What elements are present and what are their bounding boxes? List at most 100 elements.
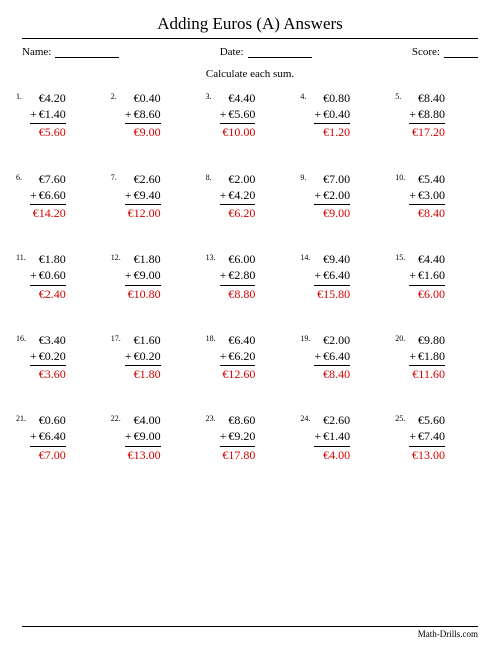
problem-body: €3.40+€0.20€3.60: [30, 332, 66, 383]
problem-body: €4.20+€1.40€5.60: [30, 90, 66, 141]
addend-2: €9.20: [228, 428, 255, 444]
answer: €15.80: [317, 286, 350, 302]
addend-1: €4.40: [228, 90, 255, 106]
problem-body: €1.80+€0.60€2.40: [30, 251, 66, 302]
addend-1: €2.60: [323, 412, 350, 428]
problem-body: €8.60+€9.20€17.80: [220, 412, 256, 463]
addend-2: €2.00: [323, 187, 350, 203]
problem: 20.€9.80+€1.80€11.60: [395, 332, 484, 383]
addend-1: €7.60: [39, 171, 66, 187]
worksheet-page: Adding Euros (A) Answers Name: Date: Sco…: [0, 0, 500, 647]
problem-body: €4.00+€9.00€13.00: [125, 412, 161, 463]
addend-2: €3.00: [418, 187, 445, 203]
addend-2-row: +€2.00: [314, 187, 350, 203]
addend-2-row: +€2.80: [220, 267, 256, 283]
addend-2: €4.20: [228, 187, 255, 203]
problem: 9. €7.00+€2.00 €9.00: [300, 171, 389, 222]
problem: 15.€4.40+€1.60€6.00: [395, 251, 484, 302]
name-blank: [55, 45, 119, 58]
problem-body: €7.60+€6.60 €14.20: [30, 171, 66, 222]
header-row: Name: Date: Score:: [0, 39, 500, 58]
problem-number: 9.: [300, 171, 314, 182]
answer: €9.00: [134, 124, 161, 140]
problem: 7.€2.60+€9.40€12.00: [111, 171, 200, 222]
problem: 21.€0.60+€6.40€7.00: [16, 412, 105, 463]
addend-1: €0.40: [134, 90, 161, 106]
name-field: Name:: [22, 45, 119, 58]
problem-body: €0.80+€0.40€1.20: [314, 90, 350, 141]
addend-2-row: +€0.40: [314, 106, 350, 122]
addend-2: €8.60: [134, 106, 161, 122]
score-blank: [444, 45, 478, 58]
addend-2: €0.60: [39, 267, 66, 283]
addend-2: €6.40: [39, 428, 66, 444]
addend-1: €6.00: [228, 251, 255, 267]
problem-body: €4.40+€1.60€6.00: [409, 251, 445, 302]
addend-2-row: +€6.40: [314, 267, 350, 283]
problem-body: €8.40+€8.80€17.20: [409, 90, 445, 141]
addend-2-row: +€6.20: [220, 348, 256, 364]
date-blank: [248, 45, 312, 58]
problem: 6.€7.60+€6.60€14.20: [16, 171, 105, 222]
addend-2-row: +€4.20: [220, 187, 256, 203]
problem-number: 11.: [16, 251, 30, 262]
problem: 18.€6.40+€6.20€12.60: [206, 332, 295, 383]
problem-body: €2.60+€9.40€12.00: [125, 171, 161, 222]
problem-number: 4.: [300, 90, 314, 101]
problem-body: €2.60+€1.40 €4.00: [314, 412, 350, 463]
problem: 1.€4.20+€1.40€5.60: [16, 90, 105, 141]
problem-number: 15.: [395, 251, 409, 262]
problem: 16.€3.40+€0.20€3.60: [16, 332, 105, 383]
problem: 12.€1.80+€9.00€10.80: [111, 251, 200, 302]
addend-2: €0.40: [323, 106, 350, 122]
addend-2: €6.60: [39, 187, 66, 203]
answer: €1.80: [134, 366, 161, 382]
plus-sign: +: [125, 267, 132, 283]
answer: €4.00: [323, 447, 350, 463]
score-label: Score:: [412, 46, 440, 58]
answer: €10.80: [128, 286, 161, 302]
answer: €9.00: [323, 205, 350, 221]
addend-2: €1.40: [323, 428, 350, 444]
addend-2-row: +€1.40: [30, 106, 66, 122]
plus-sign: +: [125, 348, 132, 364]
answer: €10.00: [222, 124, 255, 140]
addend-2-row: +€6.40: [30, 428, 66, 444]
addend-2-row: +€6.60: [30, 187, 66, 203]
addend-2: €0.20: [39, 348, 66, 364]
plus-sign: +: [220, 267, 227, 283]
addend-1: €7.00: [323, 171, 350, 187]
addend-2: €1.80: [418, 348, 445, 364]
problem: 24. €2.60+€1.40 €4.00: [300, 412, 389, 463]
addend-2: €9.00: [134, 428, 161, 444]
addend-2-row: +€1.40: [314, 428, 350, 444]
plus-sign: +: [30, 267, 37, 283]
answer: €14.20: [33, 205, 66, 221]
problem-grid: 1.€4.20+€1.40€5.602.€0.40+€8.60€9.003.€4…: [0, 80, 500, 463]
problem-body: €1.60+€0.20€1.80: [125, 332, 161, 383]
problem: 22.€4.00+€9.00€13.00: [111, 412, 200, 463]
plus-sign: +: [314, 267, 321, 283]
footer-rule: [22, 626, 478, 627]
problem-number: 8.: [206, 171, 220, 182]
answer: €17.20: [412, 124, 445, 140]
addend-1: €4.40: [418, 251, 445, 267]
problem-number: 12.: [111, 251, 125, 262]
problem-number: 24.: [300, 412, 314, 423]
addend-2-row: +€6.40: [314, 348, 350, 364]
plus-sign: +: [314, 187, 321, 203]
plus-sign: +: [409, 187, 416, 203]
plus-sign: +: [30, 428, 37, 444]
addend-1: €1.60: [134, 332, 161, 348]
answer: €6.00: [418, 286, 445, 302]
problem-body: €2.00+€4.20€6.20: [220, 171, 256, 222]
problem-body: €0.60+€6.40€7.00: [30, 412, 66, 463]
problem: 2.€0.40+€8.60€9.00: [111, 90, 200, 141]
problem: 10.€5.40+€3.00€8.40: [395, 171, 484, 222]
problem-number: 13.: [206, 251, 220, 262]
problem: 4.€0.80+€0.40€1.20: [300, 90, 389, 141]
plus-sign: +: [314, 348, 321, 364]
answer: €3.60: [39, 366, 66, 382]
addend-2-row: +€9.00: [125, 428, 161, 444]
plus-sign: +: [125, 187, 132, 203]
